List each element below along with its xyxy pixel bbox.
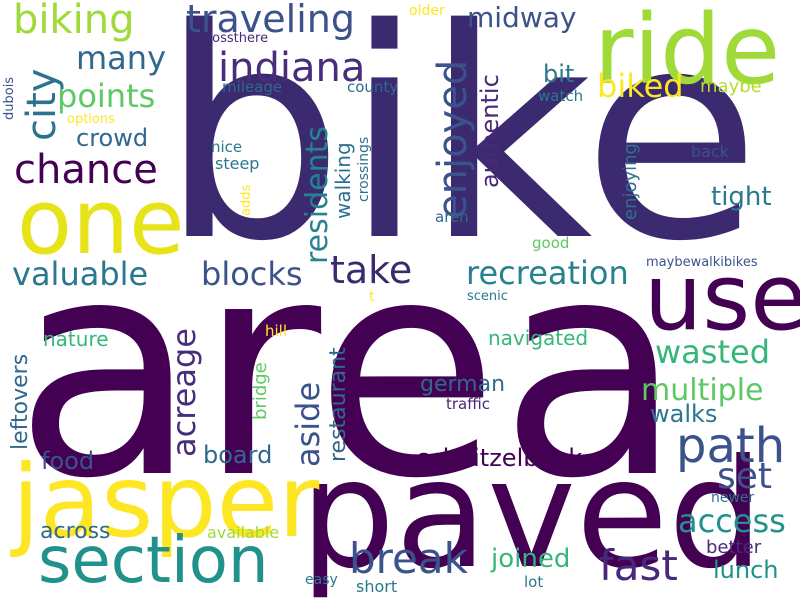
word-tight: tight bbox=[711, 182, 772, 212]
word-adds: adds bbox=[239, 184, 254, 216]
word-wasted: wasted bbox=[655, 333, 770, 371]
word-city: city bbox=[19, 68, 65, 141]
word-crossings: crossings bbox=[356, 136, 372, 202]
word-ride: ride bbox=[594, 0, 781, 106]
word-use: use bbox=[644, 244, 800, 351]
word-blocks: blocks bbox=[201, 255, 303, 293]
word-maybe: maybe bbox=[700, 76, 762, 97]
word-chance: chance bbox=[14, 147, 158, 193]
word-maybewalkibikes: maybewalkibikes bbox=[646, 255, 758, 270]
word-acreage: acreage bbox=[165, 328, 203, 457]
word-nature: nature bbox=[43, 327, 109, 351]
word-take: take bbox=[330, 248, 413, 292]
word-recreation: recreation bbox=[466, 254, 629, 292]
word-crowd: crowd bbox=[76, 124, 149, 152]
word-valuable: valuable bbox=[12, 255, 149, 293]
word-lunch: lunch bbox=[713, 556, 779, 584]
word-watch: watch bbox=[538, 87, 584, 105]
word-authentic: authentic bbox=[476, 74, 504, 188]
word-good: good bbox=[532, 234, 570, 252]
word-hill: hill bbox=[265, 322, 288, 340]
word-walks: walks bbox=[650, 400, 718, 428]
word-easy: easy bbox=[305, 572, 338, 588]
word-steep: steep bbox=[215, 154, 260, 173]
word-back: back bbox=[691, 142, 730, 161]
word-paved: paved bbox=[300, 428, 764, 600]
word-indiana: indiana bbox=[218, 45, 366, 91]
word-aside: aside bbox=[289, 381, 327, 467]
word-better: better bbox=[706, 537, 762, 558]
word-leftovers: leftovers bbox=[8, 353, 33, 450]
word-dubois: dubois bbox=[2, 76, 17, 120]
word-traffic: traffic bbox=[446, 395, 490, 413]
word-food: food bbox=[41, 447, 95, 475]
word-newer: newer bbox=[711, 490, 755, 506]
word-midway: midway bbox=[467, 1, 577, 34]
word-schnitzelbank: schnitzelbank bbox=[417, 444, 583, 472]
word-available: available bbox=[207, 523, 280, 542]
word-acrossthere: acrossthere bbox=[192, 31, 269, 46]
word-county: county bbox=[347, 78, 399, 96]
word-across: across bbox=[40, 519, 111, 544]
word-points: points bbox=[57, 77, 156, 115]
word-lot: lot bbox=[524, 573, 544, 591]
word-bit: bit bbox=[543, 60, 575, 88]
word-set: set bbox=[717, 456, 773, 497]
word-residents: residents bbox=[300, 125, 335, 264]
word-fast: fast bbox=[599, 541, 678, 590]
word-biked: biked bbox=[597, 67, 684, 105]
word-jasper: jasper bbox=[12, 443, 320, 560]
word-scenic: scenic bbox=[467, 289, 508, 304]
word-options: options bbox=[67, 112, 115, 127]
word-break: break bbox=[349, 534, 468, 583]
word-board: board bbox=[203, 441, 273, 469]
word-t: t bbox=[369, 289, 375, 305]
word-many: many bbox=[76, 39, 166, 77]
word-navigated: navigated bbox=[488, 326, 589, 350]
word-enjoyed: enjoyed bbox=[430, 59, 476, 219]
word-area: area bbox=[14, 195, 683, 544]
word-older: older bbox=[409, 3, 445, 19]
word-walking: walking bbox=[331, 142, 355, 219]
word-section: section bbox=[38, 524, 269, 598]
word-german: german bbox=[420, 372, 506, 397]
word-restaurant: restaurant bbox=[326, 347, 351, 462]
word-enjoying: enjoying bbox=[620, 143, 641, 220]
word-mileage: mileage bbox=[222, 78, 283, 96]
word-path: path bbox=[676, 418, 786, 474]
word-bike: bike bbox=[160, 0, 761, 305]
word-biking: biking bbox=[13, 0, 135, 43]
word-short: short bbox=[356, 577, 398, 596]
word-nice: nice bbox=[211, 138, 243, 156]
word-joined: joined bbox=[491, 544, 571, 574]
word-multiple: multiple bbox=[641, 373, 764, 408]
word-access: access bbox=[678, 502, 786, 540]
word-traveling: traveling bbox=[186, 0, 355, 41]
word-bridge: bridge bbox=[250, 362, 271, 420]
word-aren: aren bbox=[435, 208, 469, 226]
word-one: one bbox=[17, 170, 185, 275]
